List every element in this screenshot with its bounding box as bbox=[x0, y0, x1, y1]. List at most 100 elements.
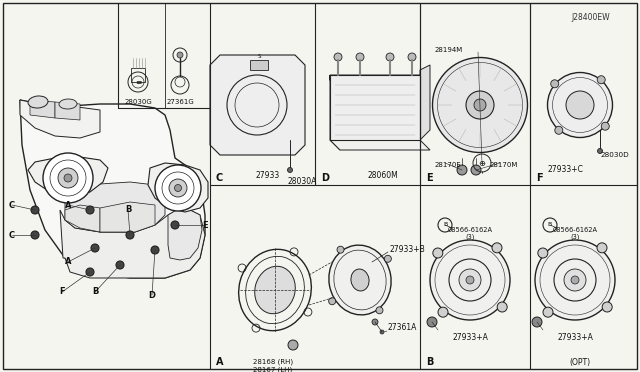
Circle shape bbox=[155, 165, 201, 211]
Circle shape bbox=[31, 206, 39, 214]
Polygon shape bbox=[20, 100, 100, 138]
Circle shape bbox=[116, 261, 124, 269]
Text: B: B bbox=[548, 222, 552, 228]
Text: A: A bbox=[65, 201, 71, 209]
Circle shape bbox=[497, 302, 507, 312]
Circle shape bbox=[532, 317, 542, 327]
Ellipse shape bbox=[28, 96, 48, 108]
Text: 28168 (RH): 28168 (RH) bbox=[253, 359, 293, 365]
Text: 28030G: 28030G bbox=[124, 99, 152, 105]
Circle shape bbox=[171, 76, 189, 94]
Circle shape bbox=[31, 231, 39, 239]
Text: 27933+A: 27933+A bbox=[452, 334, 488, 343]
Text: 28194M: 28194M bbox=[435, 47, 463, 53]
Ellipse shape bbox=[351, 269, 369, 291]
Text: C: C bbox=[9, 201, 15, 209]
Ellipse shape bbox=[564, 269, 586, 291]
Circle shape bbox=[372, 319, 378, 325]
Circle shape bbox=[337, 246, 344, 253]
Circle shape bbox=[173, 48, 187, 62]
Polygon shape bbox=[330, 75, 420, 140]
Text: ⊕: ⊕ bbox=[479, 158, 486, 167]
Circle shape bbox=[457, 165, 467, 175]
Text: (3): (3) bbox=[570, 234, 580, 240]
Polygon shape bbox=[55, 102, 80, 120]
Circle shape bbox=[86, 268, 94, 276]
Polygon shape bbox=[65, 205, 100, 232]
Text: 28170M: 28170M bbox=[490, 162, 518, 168]
Text: ≡: ≡ bbox=[135, 77, 141, 87]
Polygon shape bbox=[330, 140, 430, 150]
Ellipse shape bbox=[430, 240, 510, 320]
Text: B: B bbox=[125, 205, 131, 215]
Circle shape bbox=[169, 179, 187, 197]
Text: E: E bbox=[202, 221, 208, 230]
Text: A: A bbox=[216, 357, 223, 367]
Polygon shape bbox=[148, 163, 208, 212]
Circle shape bbox=[543, 307, 553, 317]
Polygon shape bbox=[60, 208, 205, 278]
Text: 08566-6162A: 08566-6162A bbox=[447, 227, 493, 233]
Text: 27933+A: 27933+A bbox=[557, 334, 593, 343]
Ellipse shape bbox=[239, 249, 311, 331]
Text: A: A bbox=[65, 257, 71, 266]
Circle shape bbox=[551, 80, 559, 88]
Text: 27933: 27933 bbox=[255, 170, 279, 180]
Text: 28167 (LH): 28167 (LH) bbox=[253, 367, 292, 372]
Circle shape bbox=[385, 255, 391, 262]
Bar bbox=[131, 68, 145, 82]
Ellipse shape bbox=[566, 91, 594, 119]
Ellipse shape bbox=[535, 240, 615, 320]
Text: J28400EW: J28400EW bbox=[572, 13, 610, 22]
Text: B: B bbox=[426, 357, 433, 367]
Text: F: F bbox=[59, 288, 65, 296]
Ellipse shape bbox=[466, 91, 494, 119]
Text: F: F bbox=[536, 173, 543, 183]
Circle shape bbox=[386, 53, 394, 61]
Polygon shape bbox=[28, 157, 108, 196]
Text: 08566-6162A: 08566-6162A bbox=[552, 227, 598, 233]
Polygon shape bbox=[30, 100, 55, 118]
Circle shape bbox=[287, 167, 292, 173]
Circle shape bbox=[58, 168, 78, 188]
Circle shape bbox=[601, 122, 609, 130]
Circle shape bbox=[427, 317, 437, 327]
Circle shape bbox=[602, 302, 612, 312]
Text: 27361G: 27361G bbox=[166, 99, 194, 105]
Circle shape bbox=[433, 248, 443, 258]
Circle shape bbox=[151, 246, 159, 254]
Polygon shape bbox=[420, 65, 430, 140]
Text: 28060M: 28060M bbox=[368, 170, 399, 180]
Circle shape bbox=[334, 53, 342, 61]
Polygon shape bbox=[65, 182, 165, 232]
Circle shape bbox=[177, 52, 183, 58]
Circle shape bbox=[91, 244, 99, 252]
Text: D: D bbox=[148, 291, 156, 299]
Polygon shape bbox=[168, 208, 202, 260]
Ellipse shape bbox=[474, 99, 486, 111]
Circle shape bbox=[380, 330, 384, 334]
Ellipse shape bbox=[459, 269, 481, 291]
Circle shape bbox=[555, 126, 563, 134]
Text: (OPT): (OPT) bbox=[570, 357, 591, 366]
Circle shape bbox=[329, 298, 335, 305]
Text: (3): (3) bbox=[465, 234, 475, 240]
Circle shape bbox=[438, 307, 448, 317]
Ellipse shape bbox=[547, 73, 612, 138]
Text: E: E bbox=[426, 173, 433, 183]
Circle shape bbox=[598, 148, 602, 154]
Circle shape bbox=[356, 53, 364, 61]
Polygon shape bbox=[330, 75, 340, 150]
Circle shape bbox=[538, 248, 548, 258]
Circle shape bbox=[376, 307, 383, 314]
Ellipse shape bbox=[571, 276, 579, 284]
Circle shape bbox=[175, 185, 182, 192]
Circle shape bbox=[597, 243, 607, 253]
Circle shape bbox=[171, 221, 179, 229]
Circle shape bbox=[86, 206, 94, 214]
Bar bbox=[250, 60, 268, 70]
Text: 28030D: 28030D bbox=[600, 152, 628, 158]
Text: 27933+C: 27933+C bbox=[548, 166, 584, 174]
Text: B: B bbox=[92, 288, 98, 296]
Ellipse shape bbox=[433, 58, 527, 153]
